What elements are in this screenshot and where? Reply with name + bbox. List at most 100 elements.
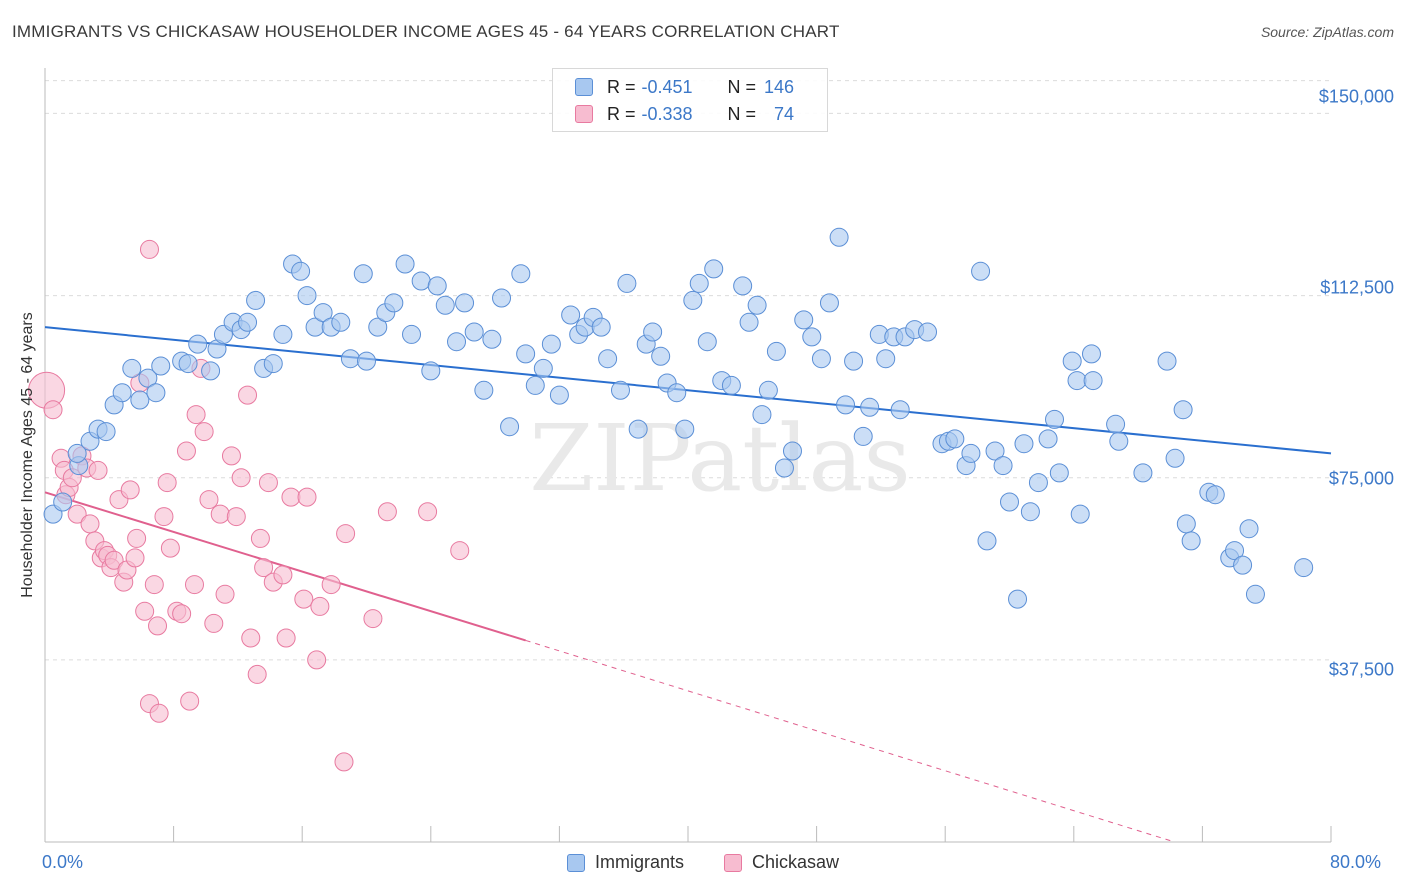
immigrants-point [993,456,1013,476]
chickasaw-trend-extension [525,639,1175,843]
immigrants-point [447,332,467,352]
chickasaw-point [215,584,235,604]
x-tick-label: 80.0% [1330,852,1382,872]
immigrants-point [829,227,849,247]
immigrants-point [53,492,73,512]
immigrants-point [395,254,415,274]
chickasaw-point [307,650,327,670]
r-label: R = [607,76,636,97]
immigrants-point [1028,473,1048,493]
immigrants-point [985,441,1005,461]
immigrants-point [421,361,441,381]
immigrants-point [697,332,717,352]
chickasaw-point [135,601,155,621]
immigrants-point [733,276,753,296]
chickasaw-point [194,422,214,442]
chickasaw-point [247,664,267,684]
immigrants-point [188,334,208,354]
immigrants-point [667,383,687,403]
immigrants-point [782,441,802,461]
chickasaw-point [241,628,261,648]
immigrants-point [591,317,611,337]
chickasaw-point [310,596,330,616]
r-value: -0.338 [641,103,693,124]
immigrants-point [357,351,376,371]
immigrants-point [1081,344,1101,364]
immigrants-point [511,264,531,284]
immigrants-point [112,383,132,403]
immigrants-point [836,395,856,415]
legend-item-immigrants[interactable]: Immigrants [566,852,684,873]
immigrants-point [201,361,221,381]
immigrants-point [811,349,831,369]
chickasaw-point [125,548,145,568]
y-tick-label: $150,000 [1318,86,1394,107]
chickasaw-point [120,480,140,500]
chickasaw-point [204,613,224,633]
n-value: 74 [774,103,795,124]
immigrants-point [721,375,741,395]
chickasaw-point [180,691,200,711]
immigrants-point [1233,555,1253,575]
immigrants-point [1106,414,1126,434]
immigrants-point [340,349,360,369]
legend-item-chickasaw[interactable]: Chickasaw [723,852,839,873]
stats-row-chickasaw: R = -0.338 N = 74 [575,102,794,126]
immigrants-point [464,322,484,342]
chickasaw-point [172,604,192,624]
chickasaw-point [297,487,317,507]
chickasaw-point [43,400,63,420]
immigrants-point [945,429,965,449]
chickasaw-point [254,558,274,578]
immigrants-point [96,422,116,442]
chickasaw-point [199,490,219,510]
immigrants-point [628,419,648,439]
immigrants-point [1020,502,1040,522]
immigrants-point [610,380,630,400]
immigrants-point [689,273,709,293]
immigrants-point [1205,485,1225,505]
chickasaw-point [157,473,177,493]
immigrants-point [1045,409,1065,429]
chickasaw-point [276,628,296,648]
immigrants-point [1176,514,1196,534]
chickasaw-point [258,473,278,493]
chickasaw-point [273,565,293,585]
immigrants-point [561,305,581,325]
chickasaw-point [176,441,196,461]
chickasaw-point [104,550,124,570]
y-axis-label: Householder Income Ages 45 - 64 years [19,312,36,598]
immigrants-point [130,390,150,410]
immigrants-point [474,380,494,400]
y-tick-label: $37,500 [1328,659,1394,680]
chickasaw-swatch [575,105,593,123]
immigrants-point [273,324,293,344]
immigrants-point [971,261,991,281]
immigrants-point [766,341,786,361]
chickasaw-point [67,504,87,524]
immigrants-point [1070,504,1090,524]
immigrants-point [651,346,671,366]
immigrants-point [1245,584,1265,604]
immigrants-point [151,356,171,376]
immigrants-point [961,443,981,463]
immigrants-point [1225,541,1245,561]
immigrants-point [402,324,422,344]
immigrants-point [844,351,864,371]
immigrants-point [977,531,997,551]
chickasaw-point [148,616,168,636]
immigrants-point [752,405,772,425]
n-label: N = [727,76,757,97]
n-label: N = [727,103,757,124]
grid-lines [45,80,1331,661]
immigrants-point [146,383,166,403]
chickasaw-point [88,460,108,480]
immigrants-point [617,273,637,293]
immigrants-point [794,310,814,330]
immigrants-point [313,303,333,323]
chickasaw-point [210,504,230,524]
immigrants-point [1014,434,1034,454]
immigrants-point [297,286,317,306]
immigrants-point [876,349,896,369]
